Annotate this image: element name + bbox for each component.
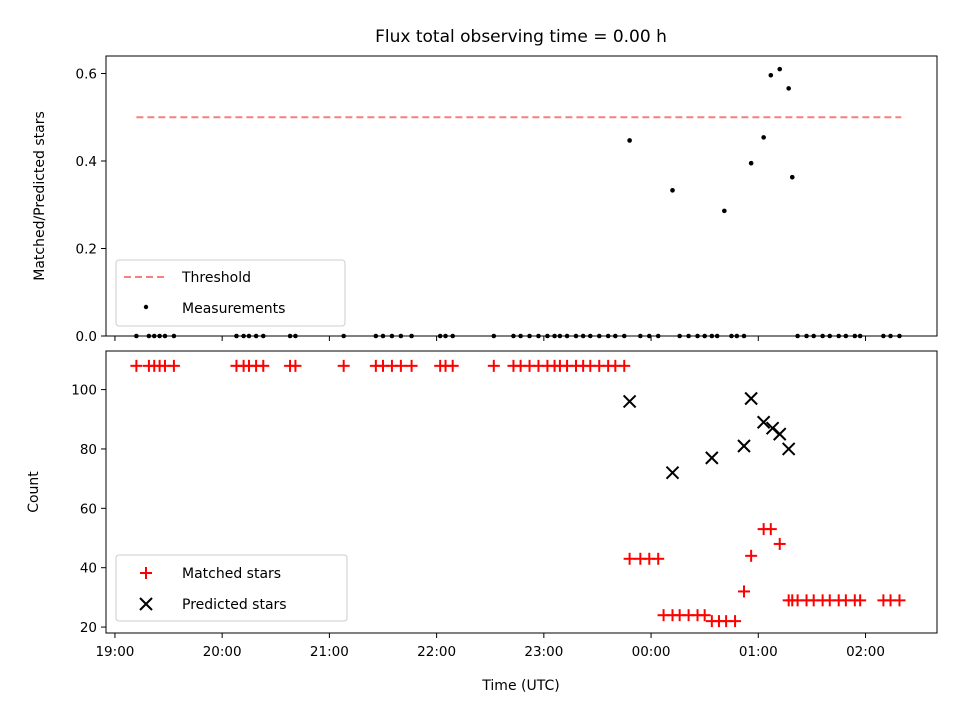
legend-measurements-swatch: [143, 304, 149, 310]
predicted-star-point: [756, 415, 771, 429]
bottom-y-tick-label: 60: [80, 501, 97, 517]
matched-star-point: [652, 552, 665, 565]
x-tick-label: 22:00: [417, 644, 456, 660]
top-y-tick-label: 0.4: [76, 154, 97, 170]
top-plot-frame: [105, 55, 938, 337]
matched-star-point: [618, 359, 631, 372]
legend-measurements-label: Measurements: [182, 301, 285, 317]
matched-star-point: [698, 609, 711, 622]
bottom-y-tick-label: 80: [80, 442, 97, 458]
predicted-star-point: [781, 442, 796, 456]
matched-star-point: [405, 359, 418, 372]
x-tick-label: 23:00: [524, 644, 563, 660]
x-tick-label: 02:00: [846, 644, 885, 660]
matched-star-point: [257, 359, 270, 372]
x-tick-label: 00:00: [632, 644, 671, 660]
matched-star-point: [773, 537, 786, 550]
measurement-point: [789, 174, 795, 180]
measurement-point: [777, 66, 783, 72]
measurement-point: [768, 72, 774, 78]
measurement-point: [761, 135, 766, 140]
matched-star-point: [167, 359, 180, 372]
predicted-star-point: [622, 394, 637, 409]
predicted-star-point: [737, 439, 751, 453]
measurement-point: [670, 188, 675, 193]
predicted-star-point: [744, 391, 758, 406]
bottom-y-tick-label: 40: [80, 561, 97, 577]
x-tick-label: 20:00: [203, 644, 242, 660]
legend-predicted-swatch: [139, 597, 153, 611]
matched-star-point: [764, 523, 777, 536]
top-y-tick-label: 0.2: [76, 242, 97, 258]
legend-threshold-label: Threshold: [181, 270, 251, 286]
matched-star-point: [337, 359, 350, 372]
matched-star-point: [737, 585, 750, 598]
bottom-legend: Matched stars Predicted stars: [115, 554, 348, 622]
x-tick-label: 01:00: [739, 644, 778, 660]
bottom-plot-frame: [105, 350, 938, 634]
top-legend: Threshold Measurements: [115, 259, 346, 327]
matched-star-point: [893, 594, 906, 607]
matched-star-point: [854, 594, 867, 607]
bottom-panel: Count Time (UTC) 20 40 60 80 100 19:00 20:00 2…: [26, 350, 938, 694]
predicted-star-point: [665, 465, 680, 480]
predicted-star-point: [705, 451, 719, 465]
bottom-legend-frame: [115, 554, 348, 622]
matched-star-point: [394, 359, 407, 372]
matched-star-point: [130, 359, 143, 372]
legend-matched-swatch: [140, 567, 152, 579]
top-y-axis-label: Matched/Predicted stars: [32, 111, 48, 281]
bottom-y-tick-label: 100: [71, 383, 97, 399]
x-tick-label: 21:00: [310, 644, 349, 660]
chart-title: Flux total observing time = 0.00 h: [375, 27, 667, 47]
matched-star-point: [623, 552, 636, 565]
matched-star-point: [446, 359, 459, 372]
measurement-point: [722, 208, 727, 214]
x-axis-label: Time (UTC): [481, 678, 559, 694]
top-y-tick-label: 0.6: [76, 67, 97, 83]
predicted-star-point: [773, 427, 787, 441]
measurement-point: [748, 160, 754, 166]
legend-predicted-label: Predicted stars: [182, 597, 287, 613]
bottom-y-tick-label: 20: [80, 620, 97, 636]
legend-matched-label: Matched stars: [182, 566, 281, 582]
measurement-point: [786, 86, 791, 91]
matched-star-point: [289, 359, 302, 372]
top-legend-frame: [115, 259, 346, 327]
matched-star-point: [729, 615, 742, 628]
top-panel: Flux total observing time = 0.00 h Match…: [32, 27, 938, 345]
x-tick-label: 19:00: [95, 644, 134, 660]
bottom-y-axis-label: Count: [26, 471, 42, 513]
top-y-tick-label: 0.0: [76, 329, 97, 345]
measurement-point: [627, 138, 632, 143]
matched-star-point: [487, 359, 500, 372]
matched-star-point: [745, 549, 758, 562]
